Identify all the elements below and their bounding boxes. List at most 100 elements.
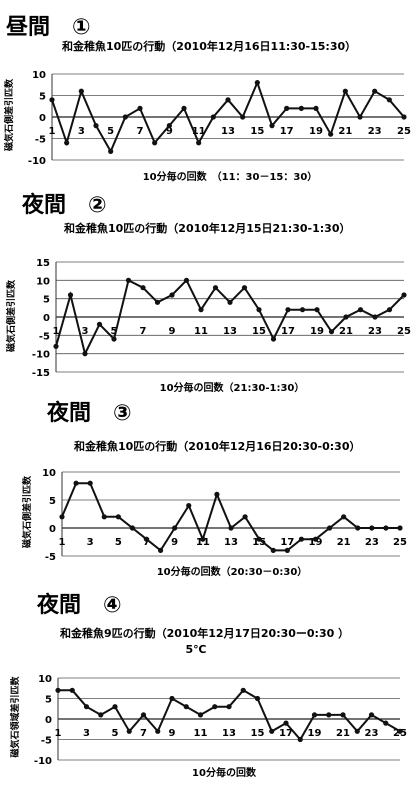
data-point: [87, 480, 93, 486]
data-point: [283, 720, 289, 726]
x-tick-label: 17: [280, 537, 294, 548]
x-tick-label: 7: [143, 537, 150, 548]
data-point: [96, 321, 103, 327]
y-tick-label: 0: [45, 715, 52, 726]
data-point: [143, 536, 150, 542]
ylabel-3: 磁気石側差引匹数: [21, 475, 33, 548]
y-tick-label: -10: [32, 350, 50, 361]
data-point: [59, 514, 65, 520]
data-point: [369, 525, 375, 531]
data-point: [397, 525, 403, 531]
chart-title-1: 和金稚魚10匹の行動（2010年12月16日11:30-15:30）: [62, 39, 356, 53]
x-tick-label: 11: [196, 537, 210, 548]
x-tick-label: 13: [223, 326, 237, 337]
xlabel-2: 10分毎の回数（21:30-1:30）: [160, 381, 305, 394]
x-tick-label: 15: [252, 326, 266, 337]
x-tick-label: 7: [140, 326, 147, 337]
data-point: [372, 88, 378, 94]
x-tick-label: 25: [393, 537, 407, 548]
data-point: [340, 712, 346, 718]
data-point: [212, 285, 219, 291]
x-tick-label: 13: [221, 126, 235, 137]
x-tick-label: 17: [280, 126, 294, 137]
x-tick-label: 5: [107, 126, 114, 137]
x-tick-label: 17: [279, 728, 293, 739]
ylabel-2: 磁気石側差引匹数: [5, 279, 17, 352]
x-tick-label: 23: [365, 728, 379, 739]
x-tick-label: 1: [59, 537, 66, 548]
data-point: [285, 307, 291, 313]
x-tick-label: 15: [250, 126, 264, 137]
data-point: [214, 491, 220, 497]
data-point: [101, 514, 107, 520]
data-point: [198, 307, 204, 313]
data-point: [298, 105, 304, 111]
x-tick-label: 1: [49, 126, 56, 137]
data-point: [314, 307, 320, 313]
y-tick-label: -5: [45, 552, 56, 563]
x-tick-label: 19: [309, 126, 323, 137]
y-tick-label: 5: [39, 92, 46, 103]
data-point: [328, 329, 335, 335]
y-tick-label: 0: [39, 113, 46, 124]
x-tick-label: 5: [112, 728, 119, 739]
data-point: [298, 536, 305, 542]
data-point: [256, 307, 262, 313]
x-tick-label: 5: [115, 537, 122, 548]
x-tick-label: 9: [169, 326, 176, 337]
data-point: [343, 314, 349, 320]
data-point: [341, 514, 347, 520]
data-point: [357, 307, 364, 313]
data-point: [55, 687, 61, 693]
x-tick-label: 25: [397, 126, 411, 137]
subtitle-4: 5℃: [186, 643, 207, 656]
data-point: [269, 728, 275, 734]
data-point: [186, 503, 192, 509]
y-tick-label: -15: [32, 368, 50, 379]
data-point: [181, 105, 187, 111]
data-point: [212, 704, 218, 710]
data-point: [183, 704, 189, 710]
heading-2: 夜間 ②: [21, 192, 107, 218]
data-point: [122, 114, 128, 120]
data-point: [397, 728, 403, 734]
y-tick-label: 10: [32, 70, 46, 81]
x-tick-label: 11: [194, 728, 208, 739]
data-point: [196, 140, 202, 146]
data-point: [49, 97, 55, 103]
data-point: [183, 277, 190, 283]
x-tick-label: 21: [338, 126, 352, 137]
x-tick-label: 19: [310, 326, 324, 337]
data-point: [140, 712, 147, 718]
chart-title-2: 和金稚魚10匹の行動（2010年12月15日21:30-1:30）: [64, 221, 350, 235]
x-tick-label: 19: [308, 728, 322, 739]
y-tick-label: -10: [28, 156, 46, 167]
data-point: [137, 105, 143, 111]
x-tick-label: 21: [339, 326, 353, 337]
y-tick-label: 0: [43, 313, 50, 324]
heading-4: 夜間 ④: [36, 592, 122, 618]
data-point: [383, 720, 389, 726]
data-point: [256, 536, 262, 542]
y-tick-label: 10: [42, 468, 56, 479]
x-tick-label: 11: [194, 326, 208, 337]
ylabel-4: 磁気石領域差引匹数: [9, 676, 21, 758]
y-tick-label: 5: [45, 695, 52, 706]
x-tick-label: 23: [368, 326, 382, 337]
data-point: [242, 514, 248, 520]
data-point: [357, 114, 363, 120]
data-point: [313, 105, 319, 111]
data-point: [64, 140, 70, 146]
data-point: [226, 704, 232, 710]
x-tick-label: 3: [78, 126, 85, 137]
data-point: [155, 728, 161, 734]
x-tick-label: 3: [82, 326, 89, 337]
data-point: [312, 536, 319, 542]
x-tick-label: 9: [171, 537, 178, 548]
chart-title-4: 和金稚魚9匹の行動（2010年12月17日20:30ー0:30 ）: [60, 626, 349, 640]
data-point: [157, 547, 164, 554]
x-tick-label: 9: [166, 126, 173, 137]
data-point: [111, 336, 117, 342]
data-point: [166, 123, 172, 129]
